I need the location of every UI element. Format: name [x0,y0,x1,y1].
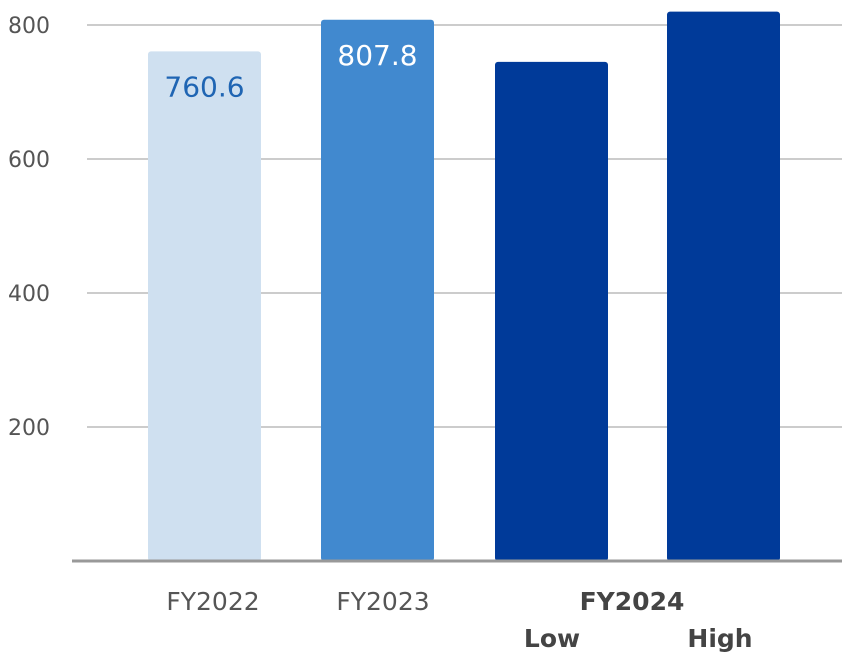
y-tick-label: 200 [8,416,50,441]
data-labels: 760.6 807.8 [164,39,417,104]
x-group-label: FY2022 [166,587,259,616]
y-tick-label: 400 [8,282,50,307]
bar-fy2022 [148,51,261,561]
x-group-label: FY2023 [336,587,429,616]
bar-high [667,11,780,562]
bar-fy2023 [321,19,434,562]
bar-low [495,61,608,561]
x-sub-label: High [687,624,752,653]
data-label: 807.8 [337,39,417,72]
y-axis-ticks: 200 400 600 800 [8,14,50,441]
y-tick-label: 800 [8,14,50,39]
bars [148,11,780,562]
x-sub-label: Low [524,624,580,653]
x-group-label: FY2024 [580,587,685,616]
data-label: 760.6 [164,70,244,103]
y-tick-label: 600 [8,148,50,173]
